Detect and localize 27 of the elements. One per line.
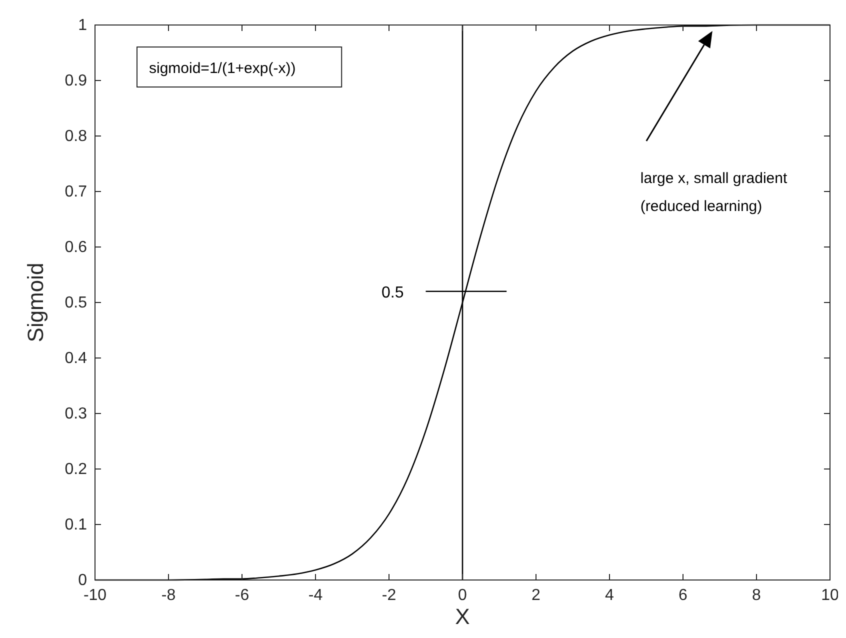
y-tick-label: 0.9 (64, 72, 88, 90)
y-tick-label: 0.4 (64, 350, 88, 367)
x-tick-label: 4 (605, 587, 614, 604)
y-tick-label: 1 (78, 17, 88, 34)
x-tick-label: -2 (382, 587, 396, 604)
y-tick-label: 0.6 (64, 239, 88, 256)
x-tick-label: -8 (161, 587, 176, 604)
y-tick-label: 0.8 (64, 128, 88, 145)
x-tick-label: 10 (821, 587, 839, 604)
x-tick-label: -10 (83, 587, 107, 604)
y-tick-label: 0 (78, 572, 88, 589)
x-axis-title: X (455, 604, 470, 629)
annotation: large x, small gradient (reduced learning) (640, 170, 788, 215)
y-axis-title: Sigmoid (23, 262, 48, 342)
x-tick-label: -4 (308, 587, 323, 604)
annotation: 0.5 (382, 284, 404, 302)
x-tick-label: -6 (234, 587, 250, 604)
y-tick-label: 0.3 (64, 406, 88, 422)
x-tick-label: 6 (678, 587, 688, 604)
annotation: sigmoid=1/(1+exp(-x)) (149, 60, 296, 77)
y-tick-label: 0.1 (64, 516, 88, 534)
x-tick-label: 2 (532, 587, 541, 604)
x-tick-label: 0 (458, 587, 468, 604)
y-tick-label: 0.2 (64, 461, 88, 478)
y-tick-label: 0.7 (64, 184, 88, 200)
x-tick-label: 8 (752, 587, 762, 604)
y-tick-label: 0.5 (64, 294, 88, 312)
